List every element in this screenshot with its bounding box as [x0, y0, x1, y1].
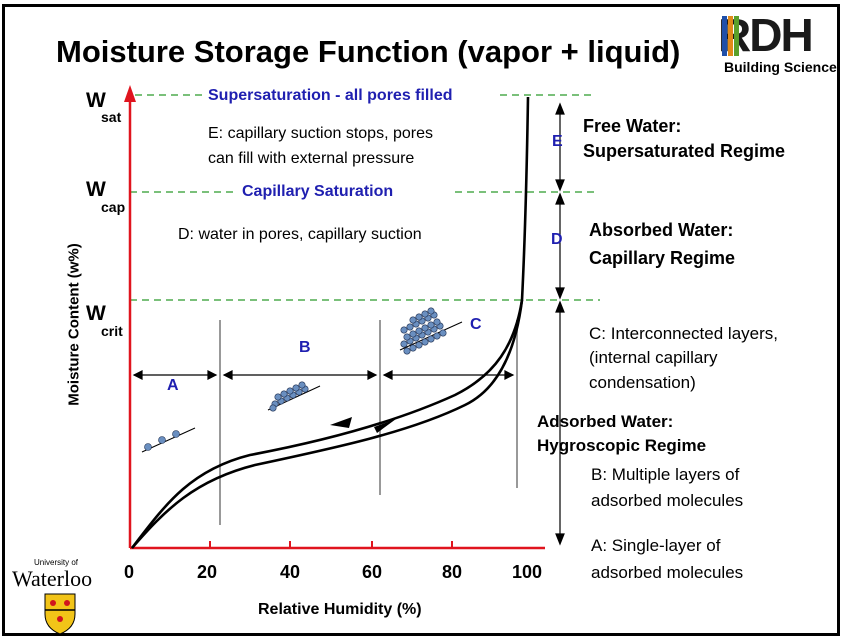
zone-letter-a: A [167, 377, 179, 394]
zone-letter-b: B [299, 339, 311, 356]
y-axis-label: Moisture Content (w%) [65, 243, 83, 406]
zone-b-arrowhead-left [222, 370, 233, 380]
x-axis-label: Relative Humidity (%) [258, 601, 422, 618]
x-tick-label-40: 40 [280, 562, 301, 582]
wcrit-subscript: crit [101, 323, 123, 339]
supersaturation-label: Supersaturation - all pores filled [208, 87, 453, 104]
logo-stripe-orange [728, 16, 733, 56]
regime-e-arrowhead-bottom [555, 179, 565, 192]
adsorbed-water-title: Adsorbed Water: [537, 412, 674, 431]
adsorption-direction-arrow [374, 419, 396, 433]
regime-b-line2: adsorbed molecules [591, 491, 744, 510]
x-tick-label-60: 60 [362, 562, 383, 582]
wsat-label: W [86, 89, 106, 112]
waterloo-crest-icon [44, 593, 76, 635]
regime-b-line1: B: Multiple layers of [591, 465, 740, 484]
rdh-logo: RDH [718, 9, 814, 61]
molecules-multi-layer [267, 381, 321, 412]
free-water-title: Free Water: [583, 116, 682, 136]
wcap-subscript: cap [101, 199, 126, 215]
zone-letter-d: D [551, 231, 563, 248]
note-e-line1: E: capillary suction stops, pores [208, 125, 433, 142]
waterloo-wordmark: Waterloo [12, 566, 93, 591]
regime-d-arrowhead-bottom [555, 287, 565, 300]
zone-c-arrowhead-right [504, 370, 515, 380]
zone-a-arrowhead-left [132, 370, 143, 380]
regime-c-line1: C: Interconnected layers, [589, 324, 778, 343]
capillary-saturation-label: Capillary Saturation [242, 183, 394, 200]
absorbed-water-subtitle: Capillary Regime [589, 248, 736, 268]
desorption-curve [130, 96, 530, 549]
zone-c-arrowhead-left [382, 370, 393, 380]
x-tick-label-100: 100 [512, 562, 543, 582]
slide-title: Moisture Storage Function (vapor + liqui… [56, 34, 681, 69]
y-axis-arrow [124, 85, 136, 102]
university-of-text: University of [34, 558, 79, 567]
wsat-subscript: sat [101, 109, 122, 125]
regime-abc-arrowhead-bottom [555, 533, 565, 546]
note-e-line2: can fill with external pressure [208, 150, 415, 167]
regime-d-arrowhead-top [555, 192, 565, 205]
zone-a-arrowhead-right [207, 370, 218, 380]
regime-c-line3: condensation) [589, 373, 696, 392]
x-tick-label-0: 0 [124, 562, 135, 582]
wcap-label: W [86, 178, 106, 201]
regime-a-line1: A: Single-layer of [591, 536, 721, 555]
logo-stripe-green [734, 16, 739, 56]
zone-b-arrowhead-right [367, 370, 378, 380]
desorption-direction-arrow [330, 417, 352, 428]
zone-letter-e: E [552, 133, 563, 150]
adsorption-curve [131, 299, 524, 549]
absorbed-water-title: Absorbed Water: [589, 220, 734, 240]
zone-letter-c: C [470, 316, 482, 333]
regime-abc-arrowhead-top [555, 300, 565, 313]
rdh-logo-subtitle: Building Science [724, 59, 837, 75]
molecules-single-layer [141, 427, 196, 453]
regime-e-arrowhead-top [555, 102, 565, 115]
molecules-interconnected-layers [399, 307, 463, 355]
note-d: D: water in pores, capillary suction [178, 226, 422, 243]
x-tick-label-20: 20 [197, 562, 218, 582]
x-tick-label-80: 80 [442, 562, 463, 582]
regime-a-line2: adsorbed molecules [591, 563, 744, 582]
logo-stripe-blue [722, 16, 727, 56]
wcrit-label: W [86, 302, 106, 325]
free-water-subtitle: Supersaturated Regime [583, 141, 786, 161]
regime-c-line2: (internal capillary [589, 348, 718, 367]
adsorbed-water-subtitle: Hygroscopic Regime [537, 436, 707, 455]
